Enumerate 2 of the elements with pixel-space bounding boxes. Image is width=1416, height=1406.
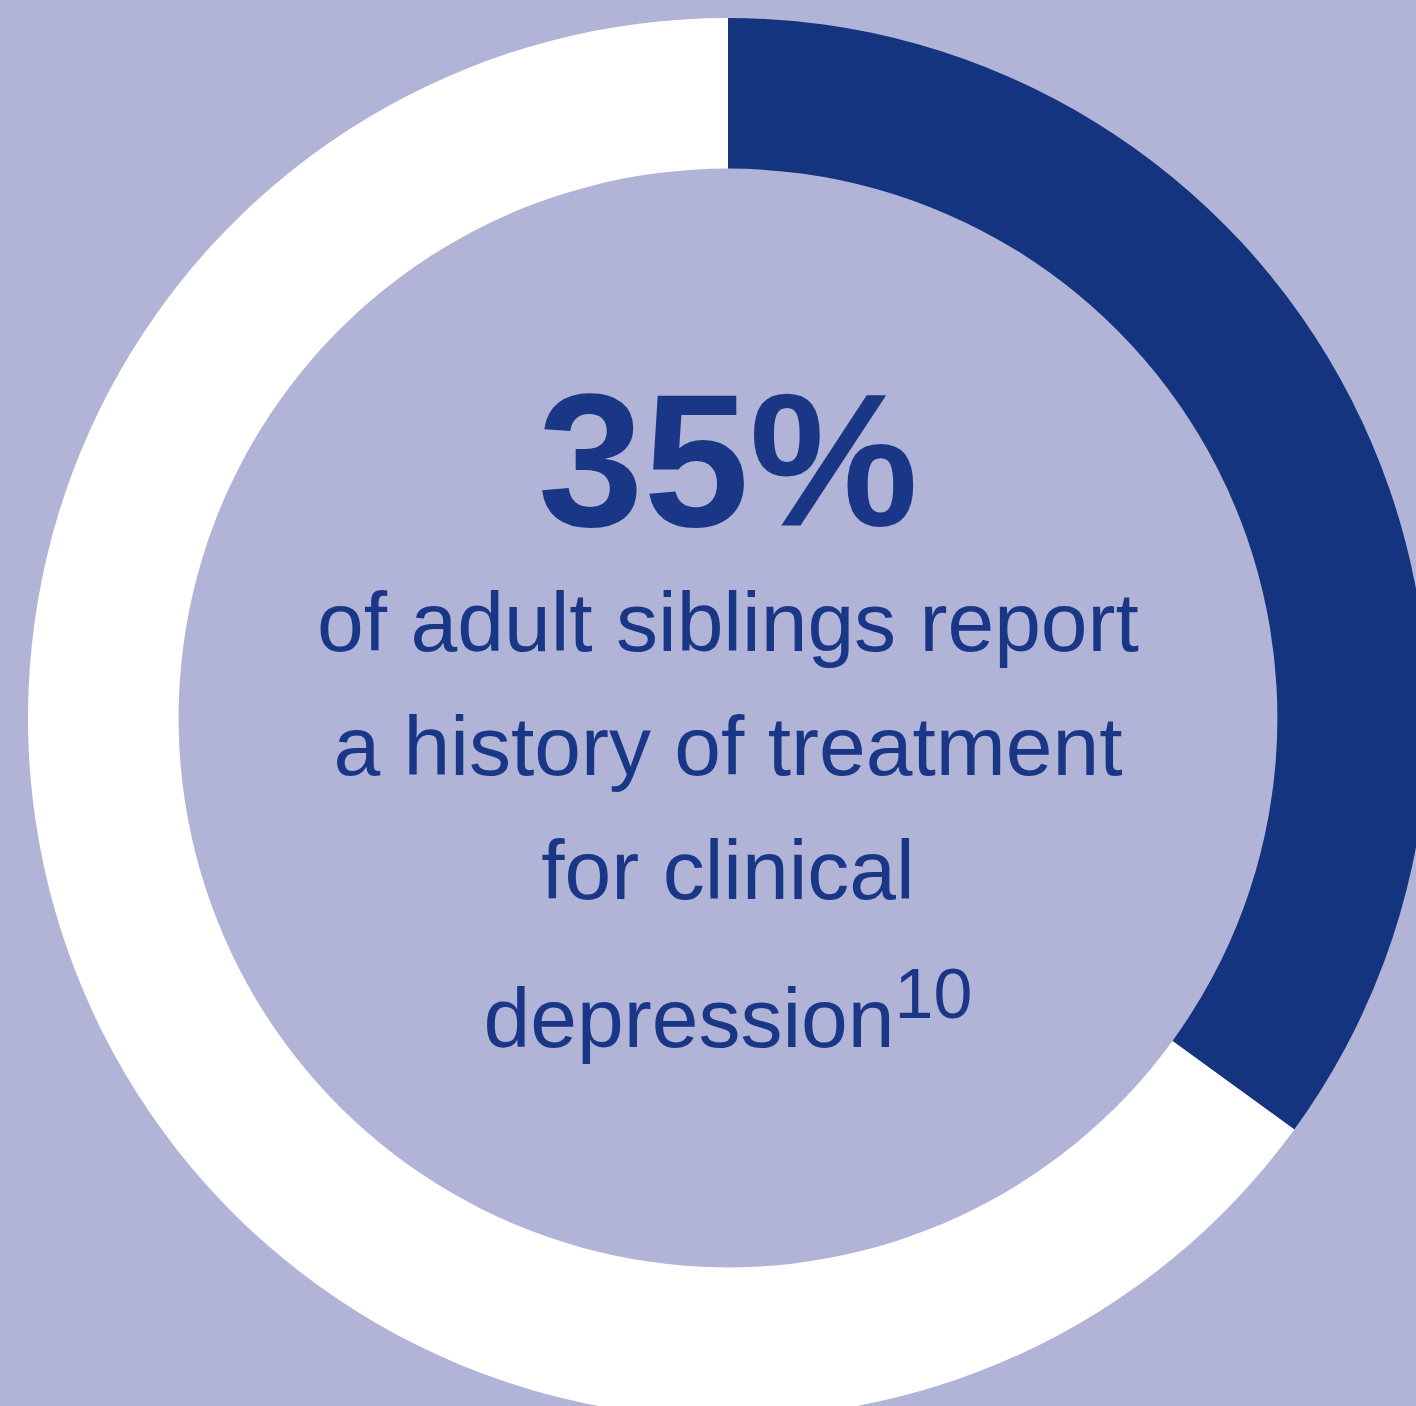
text: of adult siblings report a history of treatment for clinical depression$^{10}$ [317,575,1139,1065]
text: 35% [536,354,920,566]
